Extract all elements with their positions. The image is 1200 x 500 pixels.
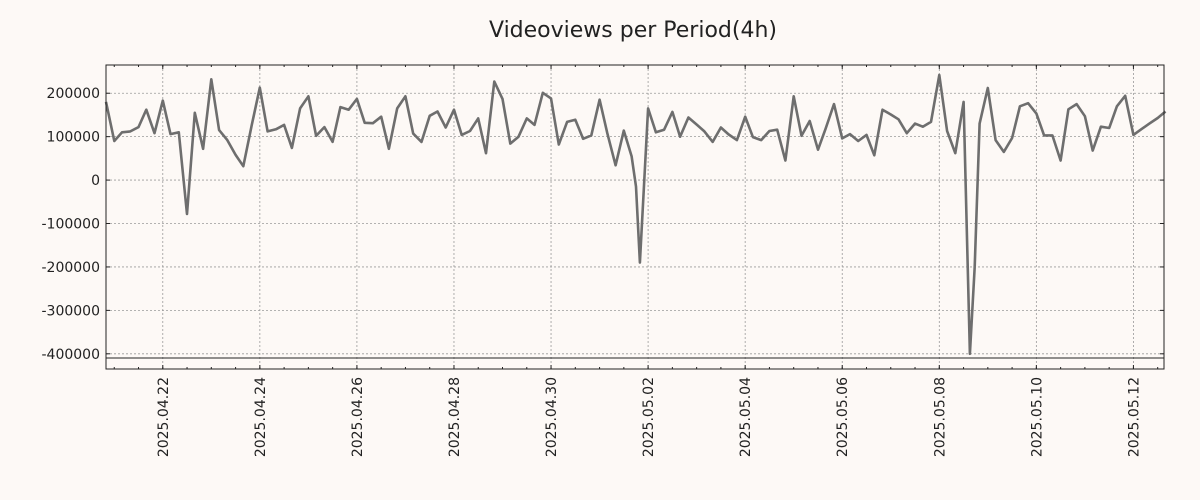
x-tick-label: 2025.04.28 [447, 377, 463, 457]
x-tick-label: 2025.04.24 [253, 377, 269, 457]
x-tick-label: 2025.05.02 [641, 377, 657, 457]
y-tick-label: -100000 [42, 217, 101, 233]
y-tick-label: -300000 [42, 303, 101, 319]
y-tick-label: 0 [91, 173, 100, 189]
x-tick-label: 2025.05.04 [738, 377, 754, 457]
x-tick-label: 2025.05.06 [835, 377, 851, 457]
series-group [104, 73, 1167, 356]
x-tick-label: 2025.05.10 [1029, 377, 1045, 457]
plot-frame [105, 64, 1165, 370]
x-tick-label: 2025.05.08 [932, 377, 948, 457]
series-line-videoviews [104, 73, 1167, 356]
y-tick-label: -200000 [42, 260, 101, 276]
y-tick-label: 100000 [47, 130, 100, 146]
x-tick-label: 2025.04.22 [156, 377, 172, 457]
y-axis: 200000 100000 0 -100000 -200000 -300000 -40000… [42, 86, 1164, 363]
x-tick-label: 2025.05.12 [1126, 377, 1142, 457]
x-tick-label: 2025.04.26 [350, 377, 366, 457]
y-tick-label: 200000 [47, 86, 100, 102]
y-tick-label: -400000 [42, 347, 101, 363]
x-tick-label: 2025.04.30 [544, 377, 560, 457]
chart-title: Videoviews per Period(4h) [489, 18, 777, 43]
grid [106, 65, 1164, 369]
x-axis: 2025.04.22 2025.04.24 2025.04.26 2025.04.28… [113, 65, 1159, 457]
